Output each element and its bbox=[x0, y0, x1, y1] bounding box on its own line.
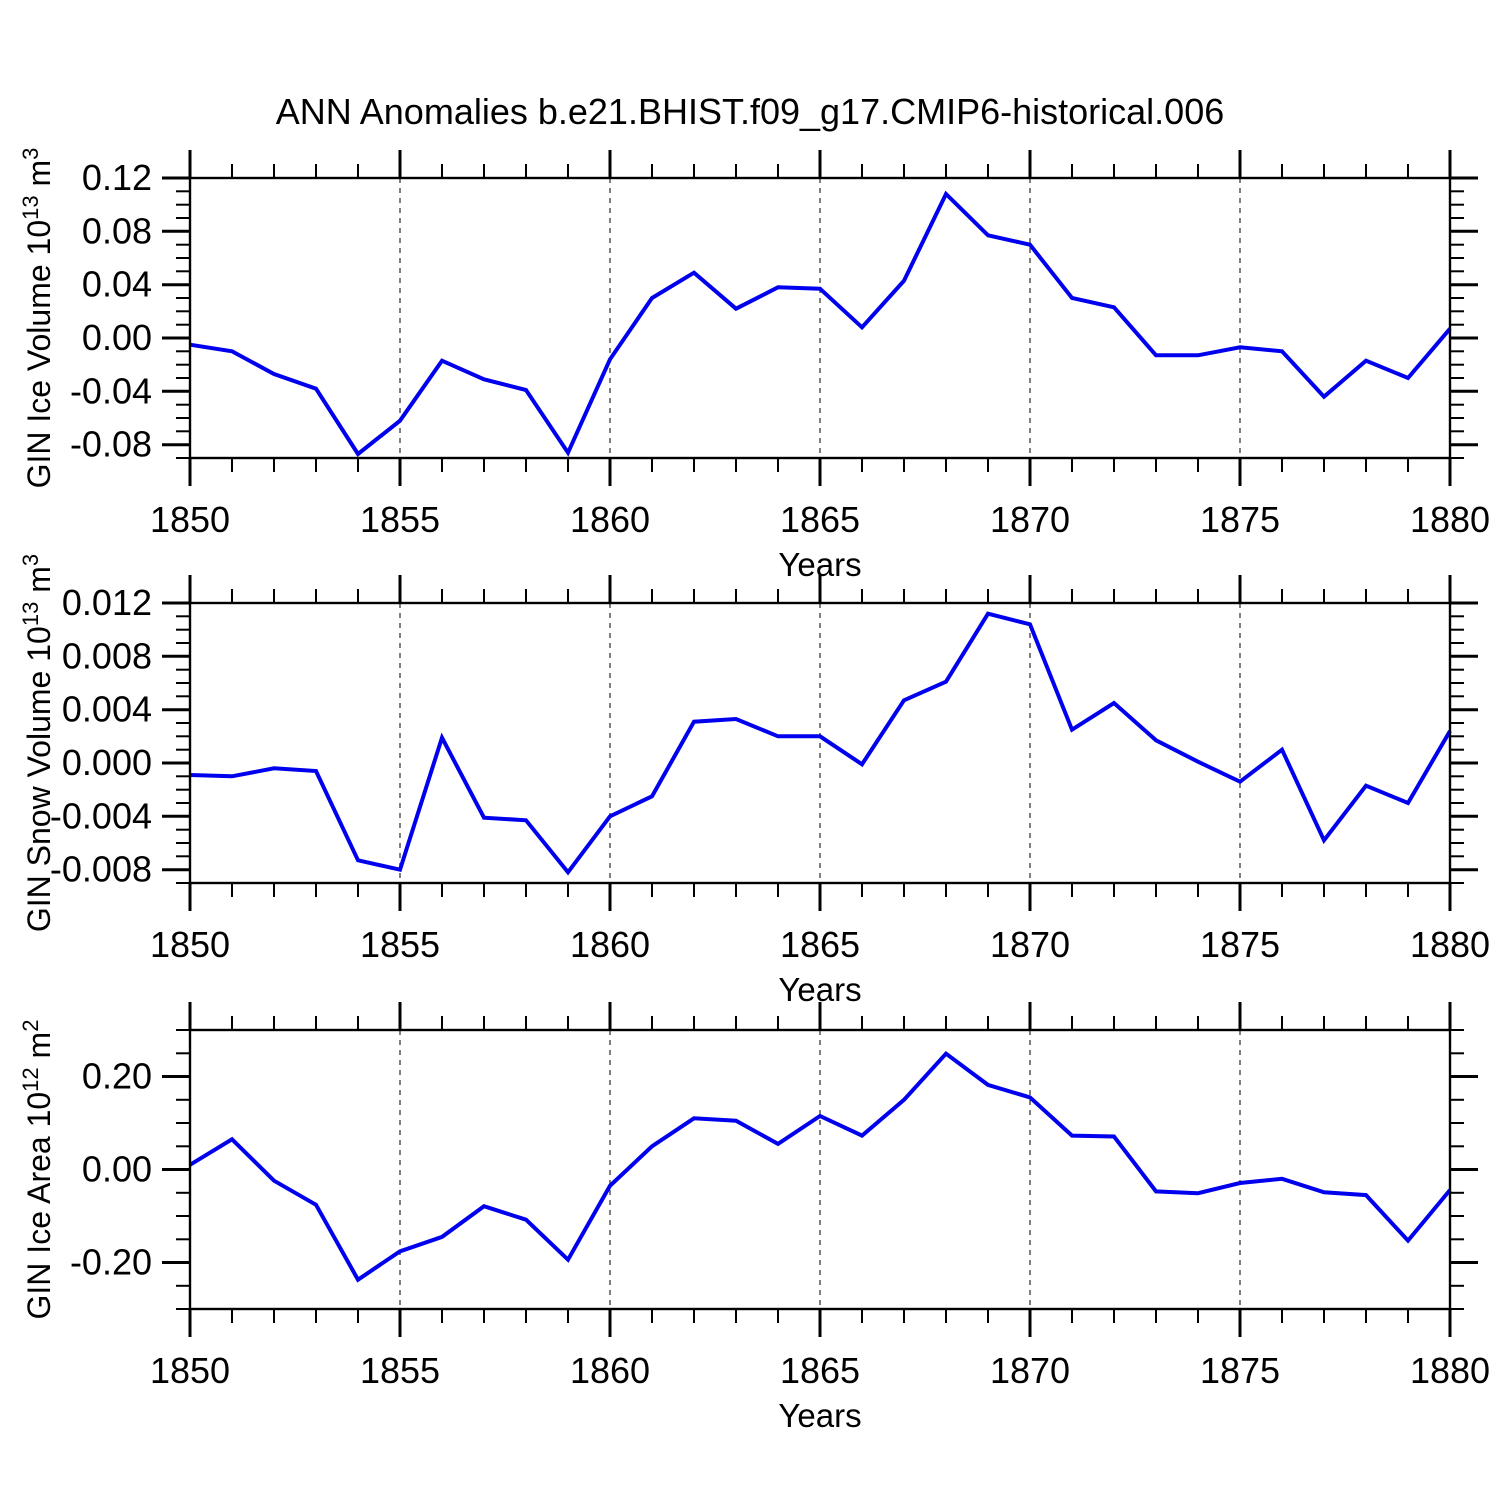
y-axis-title-superscript: 13 bbox=[18, 195, 43, 219]
x-tick-label: 1875 bbox=[1200, 1350, 1280, 1391]
y-tick-label: 0.00 bbox=[82, 317, 152, 358]
y-axis-title-text: GIN Snow Volume 10 bbox=[21, 626, 57, 932]
plot-title: ANN Anomalies b.e21.BHIST.f09_g17.CMIP6-… bbox=[275, 91, 1225, 132]
y-tick-label: 0.008 bbox=[62, 635, 152, 676]
gin-snow-volume-chart: 1850 1855 1860 1865 1870 1875 1880 -0.008 -0.004… bbox=[18, 554, 1490, 1008]
y-axis-title-superscript: 3 bbox=[18, 148, 43, 160]
y-axis-title-text: m bbox=[21, 566, 57, 602]
y-tick-label: 0.004 bbox=[62, 689, 152, 730]
x-tick-label: 1880 bbox=[1410, 1350, 1490, 1391]
x-tick-label: 1850 bbox=[150, 1350, 230, 1391]
y-tick-label: -0.008 bbox=[50, 849, 152, 890]
y-tick-label: -0.20 bbox=[70, 1242, 152, 1283]
y-tick-label: 0.012 bbox=[62, 582, 152, 623]
y-axis-title-text: GIN Ice Volume 10 bbox=[21, 220, 57, 489]
series-line bbox=[189, 611, 1452, 876]
series-line bbox=[189, 190, 1452, 457]
series-line bbox=[188, 1051, 1452, 1283]
x-tick-label: 1870 bbox=[990, 924, 1070, 965]
y-axis-title-superscript: 2 bbox=[18, 1020, 43, 1032]
y-tick-label: -0.08 bbox=[70, 424, 152, 465]
x-axis-title: Years bbox=[778, 1397, 861, 1434]
x-tick-label: 1870 bbox=[990, 1350, 1070, 1391]
y-axis-title-text: m bbox=[21, 1032, 57, 1068]
x-axis-title: Years bbox=[778, 971, 861, 1008]
y-axis-title-superscript: 13 bbox=[18, 602, 43, 626]
y-axis-title: GIN Ice Area 1012 m2 bbox=[18, 1020, 57, 1320]
y-tick-label: 0.08 bbox=[82, 210, 152, 251]
y-axis-title-superscript: 12 bbox=[18, 1067, 43, 1091]
x-tick-label: 1880 bbox=[1410, 499, 1490, 540]
y-tick-label: 0.04 bbox=[82, 264, 152, 305]
gin-ice-volume-chart: 1850 1855 1860 1865 1870 1875 1880 -0.08 -0.04 0.… bbox=[18, 148, 1490, 583]
y-axis-title-text: m bbox=[21, 160, 57, 196]
x-tick-label: 1855 bbox=[360, 1350, 440, 1391]
x-tick-label: 1855 bbox=[360, 924, 440, 965]
x-tick-label: 1870 bbox=[990, 499, 1070, 540]
x-tick-label: 1850 bbox=[150, 924, 230, 965]
y-axis-title-text: GIN Ice Area 10 bbox=[21, 1092, 57, 1320]
y-tick-label: -0.04 bbox=[70, 370, 152, 411]
x-tick-label: 1865 bbox=[780, 499, 860, 540]
x-tick-label: 1850 bbox=[150, 499, 230, 540]
x-tick-label: 1865 bbox=[780, 1350, 860, 1391]
x-tick-label: 1865 bbox=[780, 924, 860, 965]
x-tick-label: 1875 bbox=[1200, 924, 1280, 965]
y-axis-title: GIN Ice Volume 1013 m3 bbox=[18, 148, 57, 489]
y-tick-label: -0.004 bbox=[50, 795, 152, 836]
y-tick-label: 0.00 bbox=[82, 1149, 152, 1190]
y-axis-title-superscript: 3 bbox=[18, 554, 43, 566]
y-tick-label: 0.12 bbox=[82, 157, 152, 198]
x-tick-label: 1860 bbox=[570, 499, 650, 540]
x-tick-label: 1860 bbox=[570, 1350, 650, 1391]
y-tick-label: 0.20 bbox=[82, 1056, 152, 1097]
x-tick-label: 1875 bbox=[1200, 499, 1280, 540]
y-axis-title: GIN Snow Volume 1013 m3 bbox=[18, 554, 57, 932]
x-tick-label: 1880 bbox=[1410, 924, 1490, 965]
gin-ice-area-chart: 1850 1855 1860 1865 1870 1875 1880 -0.20 0.00 0.2… bbox=[18, 1002, 1490, 1434]
y-tick-label: 0.000 bbox=[62, 742, 152, 783]
x-tick-label: 1855 bbox=[360, 499, 440, 540]
x-tick-label: 1860 bbox=[570, 924, 650, 965]
